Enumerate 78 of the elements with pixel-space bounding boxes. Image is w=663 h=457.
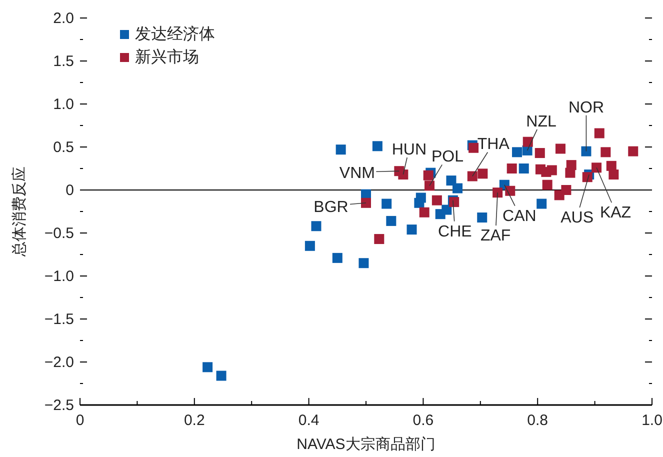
y-axis-title: 总体消费反应: [11, 166, 28, 258]
x-tick-label: 0: [76, 412, 84, 429]
x-tick-label: 1.0: [642, 412, 662, 429]
y-tick-label: 2.0: [53, 10, 74, 27]
annotation: ZAF: [480, 228, 511, 245]
point: [398, 170, 408, 180]
point: [304, 240, 315, 251]
point: [505, 186, 516, 196]
annotation: CHE: [438, 223, 472, 240]
y-tick-label: −0.5: [44, 225, 74, 242]
legend-label: 新兴市场: [135, 48, 199, 66]
y-tick-label: 1.5: [53, 53, 74, 70]
point: [542, 180, 552, 190]
y-tick-label: −2.0: [44, 354, 74, 371]
point: [522, 136, 533, 147]
point: [477, 212, 488, 223]
annotation: AUS: [560, 210, 594, 227]
point: [468, 142, 479, 153]
annotation: POL: [431, 148, 464, 166]
y-tick-label: −1.0: [44, 268, 74, 285]
annotation: KAZ: [600, 204, 632, 222]
point: [423, 170, 434, 180]
point: [608, 170, 619, 180]
point: [582, 172, 592, 182]
point: [512, 147, 522, 158]
annotation: VNM: [339, 165, 375, 182]
point: [581, 146, 592, 156]
point: [432, 195, 442, 206]
point: [628, 146, 638, 156]
point: [361, 198, 371, 208]
x-tick-label: 0.2: [184, 412, 205, 429]
point: [424, 180, 434, 191]
point: [592, 162, 602, 173]
point: [546, 165, 557, 176]
y-tick-label: 0.5: [53, 139, 74, 156]
point: [506, 164, 517, 174]
x-tick-label: 0.4: [298, 412, 320, 429]
point: [374, 234, 384, 244]
point: [332, 252, 342, 263]
point: [442, 204, 452, 215]
point: [600, 147, 611, 158]
point: [216, 370, 226, 381]
x-tick-label: 0.8: [527, 412, 548, 429]
annotation: HUN: [392, 142, 427, 159]
point: [555, 144, 566, 154]
point: [406, 224, 417, 235]
point: [202, 362, 213, 372]
point: [561, 185, 572, 195]
point: [534, 148, 545, 158]
annotation: NZL: [526, 113, 557, 130]
point: [386, 216, 396, 226]
point: [382, 198, 392, 209]
y-tick-label: 0: [66, 182, 74, 199]
annotation: CAN: [502, 208, 536, 225]
point: [419, 207, 430, 218]
point: [336, 144, 346, 155]
point: [518, 164, 529, 174]
y-tick-label: −2.5: [44, 397, 74, 414]
x-tick-label: 0.6: [412, 412, 434, 429]
point: [358, 258, 369, 268]
point: [467, 171, 478, 182]
point: [446, 176, 456, 186]
point: [372, 141, 382, 152]
y-tick-label: 1.0: [53, 96, 74, 113]
point: [536, 198, 547, 209]
point: [311, 221, 322, 232]
legend-label: 发达经济体: [135, 25, 215, 43]
x-axis-title: NAVAS大宗商品部门: [296, 436, 436, 453]
point: [492, 188, 503, 198]
point: [594, 128, 604, 138]
point: [566, 160, 576, 170]
y-tick-label: −1.5: [44, 311, 74, 328]
point: [478, 168, 488, 179]
annotation: THA: [477, 136, 510, 154]
annotation: BGR: [314, 198, 348, 216]
annotation: NOR: [568, 99, 604, 116]
point: [452, 183, 463, 194]
point: [416, 192, 426, 203]
